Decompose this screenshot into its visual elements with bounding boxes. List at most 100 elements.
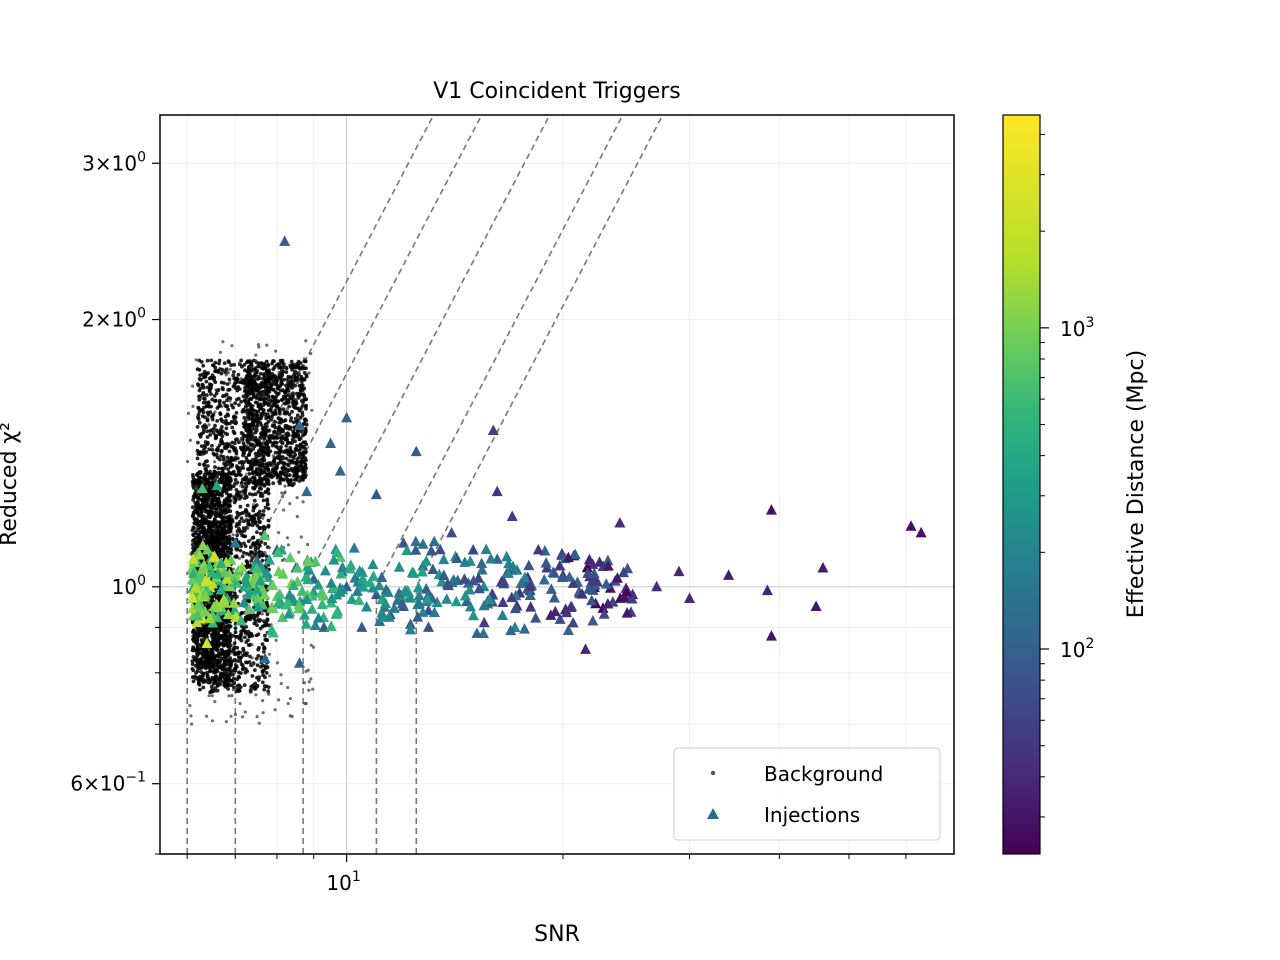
injection-point <box>506 510 518 521</box>
background-point <box>299 377 304 381</box>
background-point <box>220 549 224 554</box>
background-point <box>198 657 203 662</box>
background-point <box>262 413 267 417</box>
background-point <box>280 558 284 563</box>
veto-curve <box>186 115 435 854</box>
background-point <box>255 523 260 528</box>
background-point <box>213 460 217 464</box>
injection-point <box>309 619 321 630</box>
background-point <box>200 382 205 387</box>
background-point <box>231 470 236 475</box>
background-point <box>248 563 252 567</box>
injection-point <box>441 578 453 589</box>
background-point <box>282 377 287 382</box>
injection-point <box>235 614 247 626</box>
background-point <box>232 641 237 646</box>
background-point <box>251 541 256 545</box>
injection-point <box>600 578 612 589</box>
background-point <box>202 369 207 374</box>
injection-point <box>614 516 626 528</box>
injection-point <box>190 582 202 593</box>
background-point <box>274 404 279 409</box>
background-point <box>301 422 306 426</box>
background-point <box>237 469 242 473</box>
background-point <box>231 533 235 537</box>
background-point <box>196 415 200 420</box>
background-point <box>206 513 211 518</box>
background-point <box>275 385 280 390</box>
background-point <box>284 424 289 428</box>
background-point <box>209 491 214 496</box>
background-point <box>238 504 243 509</box>
injection-point <box>334 465 346 476</box>
background-point <box>219 647 224 652</box>
background-point <box>203 515 207 519</box>
background-point <box>266 524 271 529</box>
background-point <box>258 626 263 631</box>
background-point <box>220 448 224 453</box>
background-point <box>237 556 241 561</box>
background-point <box>241 510 246 515</box>
background-point <box>266 362 271 367</box>
background-point <box>229 595 233 599</box>
background-point <box>250 656 254 660</box>
background-point <box>277 431 281 435</box>
background-point <box>233 419 237 423</box>
legend-background-marker <box>710 770 716 776</box>
background-point <box>212 478 216 483</box>
injection-point <box>497 609 509 621</box>
injection-point <box>301 593 313 604</box>
background-point <box>304 422 309 427</box>
background-point <box>219 547 224 551</box>
background-point <box>227 503 232 508</box>
background-point <box>295 444 299 448</box>
injection-point <box>621 607 633 618</box>
background-point <box>303 463 308 467</box>
background-point <box>265 343 269 347</box>
injection-point <box>351 585 363 596</box>
background-point <box>276 416 281 421</box>
background-point <box>288 502 292 506</box>
injection-point <box>511 564 523 575</box>
y-tick-label: 2×100 <box>82 306 146 332</box>
background-point <box>266 518 271 523</box>
background-point <box>295 381 299 385</box>
background-point <box>263 541 268 546</box>
background-point <box>278 382 283 387</box>
background-point <box>261 454 266 458</box>
background-point <box>264 671 269 675</box>
background-point <box>227 670 231 675</box>
background-point <box>198 626 203 631</box>
injection-point <box>312 612 324 623</box>
background-point <box>226 624 231 628</box>
y-tick-label: 6×10−1 <box>70 770 146 796</box>
injection-point <box>576 588 588 599</box>
background-point <box>212 394 217 398</box>
injection-point <box>451 552 463 564</box>
background-point <box>237 361 242 365</box>
background-point <box>214 369 219 373</box>
background-point <box>218 676 223 680</box>
background-point <box>234 411 239 415</box>
background-point <box>286 685 290 690</box>
background-point <box>294 461 299 466</box>
injection-point <box>611 572 623 583</box>
background-point <box>289 359 294 364</box>
background-point <box>194 526 198 531</box>
background-point <box>259 384 263 389</box>
background-point <box>241 550 246 555</box>
background-point <box>245 409 250 413</box>
injection-point <box>187 591 199 603</box>
background-point <box>257 675 261 679</box>
background-point <box>197 540 202 544</box>
background-point <box>250 471 255 476</box>
background-point <box>307 371 311 375</box>
injection-point <box>345 559 357 570</box>
background-point <box>228 590 232 595</box>
background-point <box>232 441 237 445</box>
background-point <box>254 656 259 661</box>
background-point <box>221 457 226 462</box>
injection-point <box>468 574 480 586</box>
background-point <box>255 428 259 433</box>
background-point <box>224 652 229 657</box>
